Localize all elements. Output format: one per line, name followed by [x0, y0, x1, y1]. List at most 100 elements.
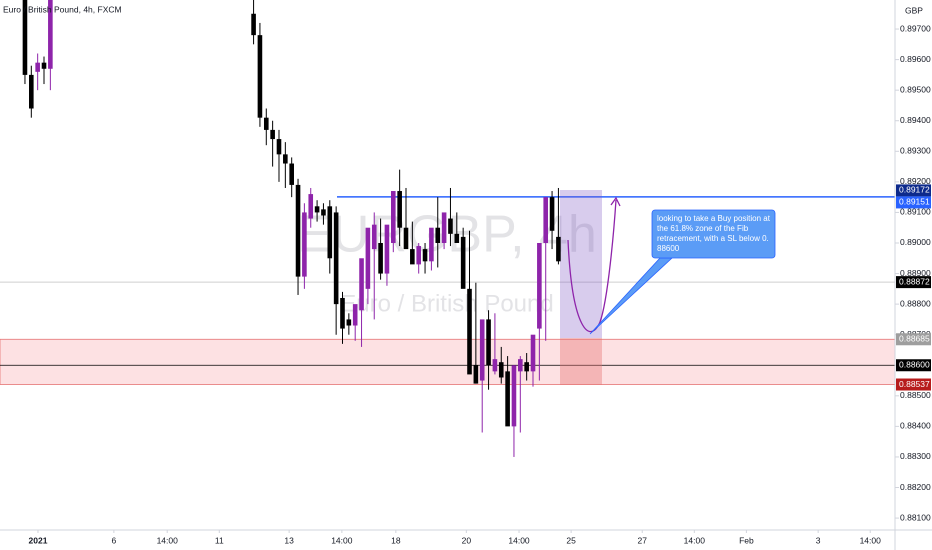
x-tick-label: 3: [816, 535, 821, 545]
candle-body: [384, 224, 390, 274]
candle-body: [48, 0, 53, 69]
x-tick-label: 11: [215, 535, 224, 545]
candle-body: [492, 359, 498, 372]
price-label: 0.88600: [899, 360, 930, 370]
candle-body: [346, 319, 352, 326]
candle-body: [295, 184, 301, 277]
candle-body: [543, 197, 549, 243]
candle-body: [537, 242, 542, 329]
candle-body: [498, 362, 504, 378]
candle-body: [251, 13, 256, 36]
candle-body: [518, 359, 523, 372]
y-tick-label: 0.88800: [900, 298, 931, 308]
currency: GBP: [905, 5, 923, 15]
candle-body: [435, 227, 441, 243]
candle-body: [511, 365, 517, 427]
y-tick-label: 0.88900: [900, 268, 931, 278]
candle-body: [327, 206, 333, 259]
candle-body: [467, 288, 472, 375]
callout: [589, 209, 776, 335]
y-tick-label: 0.89600: [900, 54, 931, 64]
x-tick-label: 18: [391, 535, 401, 545]
price-label-box: [896, 184, 931, 197]
callout-box: [651, 209, 776, 259]
candle-body: [460, 236, 466, 289]
price-label: 0.88872: [899, 276, 930, 286]
x-tick-label: 6: [112, 535, 117, 545]
price-label: 0.88537: [899, 379, 930, 389]
candle-body: [302, 212, 307, 277]
candle-body: [390, 191, 396, 243]
candle-body: [422, 249, 428, 262]
price-label-box: [896, 378, 931, 391]
axes: 0.88100 0.88200 0.88300 0.88400 0.88500 0.886…: [29, 23, 931, 545]
candle-body: [314, 206, 320, 213]
x-tick-label: 14:00: [684, 535, 706, 545]
arrow-head: [610, 196, 621, 207]
candle-body: [556, 236, 561, 262]
levels: [0, 196, 895, 385]
candle-body: [365, 227, 371, 289]
candle-body: [22, 0, 28, 75]
candle-body: [486, 319, 491, 366]
annotation-line: the 61.8% zone of the Fib: [657, 224, 749, 233]
y-tick-label: 0.88200: [900, 482, 931, 492]
candle-body: [448, 218, 453, 234]
x-tick-label: 25: [566, 535, 576, 545]
x-tick-label: 14:00: [508, 535, 530, 545]
stop-zone: [0, 338, 895, 385]
candle-body: [41, 62, 47, 69]
candle-body: [505, 371, 510, 427]
projection: [560, 190, 621, 385]
candle-body: [263, 117, 269, 130]
stop-box: [560, 338, 602, 385]
watermark-subtitle: Euro / British Pound: [340, 290, 553, 317]
price-label: 0.89151: [899, 197, 930, 207]
candle-body: [473, 365, 479, 384]
y-tick-label: 0.89000: [900, 237, 931, 247]
candle-body: [479, 319, 485, 381]
candle-body: [397, 191, 402, 228]
candle-body: [530, 334, 536, 372]
y-tick-label: 0.88400: [900, 421, 931, 431]
candle-body: [359, 258, 364, 311]
annotation-line: looking to take a Buy position at: [657, 214, 771, 223]
price-label-box: [896, 276, 931, 289]
candle-body: [429, 227, 434, 262]
candle-body: [270, 129, 275, 140]
annotation-line: retracement, with a SL below 0.: [657, 234, 769, 243]
x-tick-label: 14:00: [331, 535, 353, 545]
candle-body: [257, 35, 263, 118]
price-label-box: [896, 359, 931, 372]
candle-body: [524, 362, 529, 372]
candle-body: [289, 163, 294, 185]
y-tick-label: 0.88300: [900, 451, 931, 461]
x-tick-label: 2021: [29, 535, 48, 545]
annotation-line: 88600: [657, 244, 680, 253]
price-label-box: [896, 196, 931, 209]
price-label-box: [896, 333, 931, 346]
candle-body: [378, 242, 383, 274]
candle-body: [333, 212, 339, 305]
candle-body: [410, 249, 415, 265]
candle-body: [416, 246, 421, 265]
projection-box: [560, 190, 602, 338]
candle-body: [308, 194, 314, 219]
candle-body: [340, 298, 345, 329]
y-tick-label: 0.89700: [900, 23, 931, 33]
x-tick-label: 14:00: [860, 535, 882, 545]
y-tick-label: 0.89400: [900, 115, 931, 125]
candle-body: [276, 139, 282, 155]
y-tick-label: 0.89200: [900, 176, 931, 186]
candle-body: [371, 224, 377, 250]
x-tick-label: 27: [638, 535, 648, 545]
candle-body: [441, 212, 447, 243]
candle-body: [321, 209, 326, 216]
candle-body: [35, 62, 40, 72]
candle-body: [454, 233, 460, 243]
x-tick-label: 20: [462, 535, 472, 545]
y-tick-label: 0.89300: [900, 146, 931, 156]
